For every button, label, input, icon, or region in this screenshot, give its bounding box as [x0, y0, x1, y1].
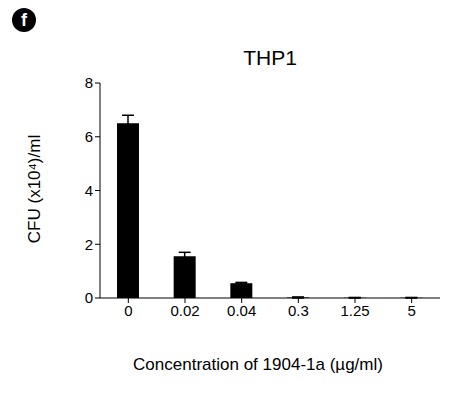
svg-text:0.3: 0.3 [288, 302, 309, 319]
svg-text:1.25: 1.25 [340, 302, 369, 319]
svg-text:0: 0 [124, 302, 132, 319]
html-text:THP1: THP1 [243, 46, 297, 69]
svg-text:0.04: 0.04 [227, 302, 256, 319]
svg-text:2: 2 [85, 236, 93, 253]
svg-text:5: 5 [407, 302, 415, 319]
svg-text:6: 6 [85, 128, 93, 145]
html-text:f: f [21, 10, 27, 30]
svg-text:4: 4 [85, 182, 93, 199]
svg-text:0: 0 [85, 289, 93, 306]
svg-text:0.02: 0.02 [170, 302, 199, 319]
html-text:Concentration of 1904-1a (µg/m: Concentration of 1904-1a (µg/ml) [133, 355, 383, 374]
svg-text:8: 8 [85, 74, 93, 91]
html-text:CFU (x10⁴)/ml: CFU (x10⁴)/ml [25, 134, 44, 244]
